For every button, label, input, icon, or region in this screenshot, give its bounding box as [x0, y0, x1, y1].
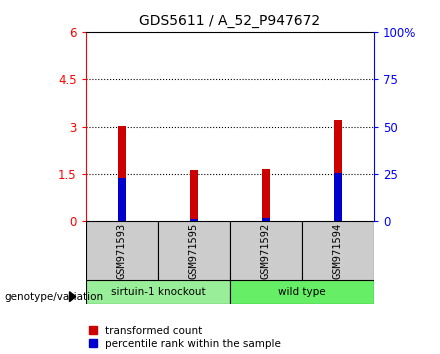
Title: GDS5611 / A_52_P947672: GDS5611 / A_52_P947672 [139, 14, 320, 28]
Text: wild type: wild type [278, 287, 326, 297]
Bar [190, 170, 198, 221]
Bar [230, 221, 302, 280]
Bar [86, 221, 158, 280]
Legend: transformed count, percentile rank within the sample: transformed count, percentile rank withi… [89, 326, 281, 349]
Text: GSM971593: GSM971593 [117, 222, 127, 279]
Bar [158, 221, 230, 280]
Bar [117, 178, 126, 221]
Text: genotype/variation: genotype/variation [4, 292, 103, 302]
Bar [334, 173, 342, 221]
Bar [86, 280, 230, 304]
Bar [190, 219, 198, 221]
Bar [302, 221, 374, 280]
Polygon shape [70, 292, 76, 302]
Text: sirtuin-1 knockout: sirtuin-1 knockout [110, 287, 205, 297]
Text: GSM971592: GSM971592 [261, 222, 271, 279]
Text: GSM971594: GSM971594 [333, 222, 343, 279]
Bar [230, 280, 374, 304]
Bar [117, 126, 126, 221]
Bar [334, 120, 342, 221]
Bar [262, 218, 270, 221]
Bar [262, 169, 270, 221]
Text: GSM971595: GSM971595 [189, 222, 199, 279]
